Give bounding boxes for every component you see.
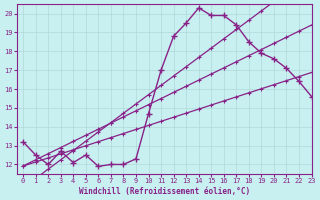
X-axis label: Windchill (Refroidissement éolien,°C): Windchill (Refroidissement éolien,°C)	[79, 187, 250, 196]
